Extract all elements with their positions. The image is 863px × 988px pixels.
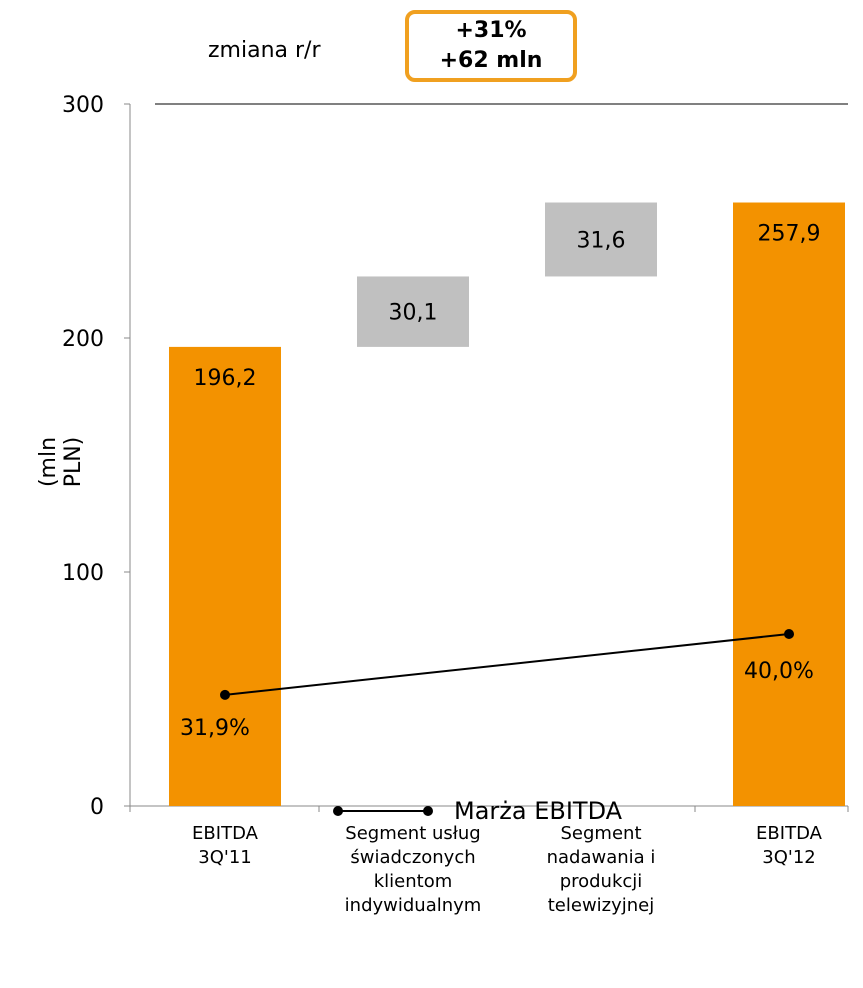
category-label: Segment nadawania i produkcji telewizyjnej <box>511 822 691 918</box>
y-tick-label: 100 <box>62 561 104 586</box>
bar-value-label: 257,9 <box>758 222 821 247</box>
margin-point <box>784 629 794 640</box>
category-label-line: EBITDA <box>756 823 822 844</box>
legend: Marża EBITDA <box>330 791 622 831</box>
bar <box>357 276 469 347</box>
category-label-line: Segment usług <box>345 823 481 844</box>
change-highlight-box: +31% +62 mln <box>405 10 577 82</box>
category-label: EBITDA 3Q'11 <box>135 822 315 870</box>
category-label-line: 3Q'11 <box>198 847 252 868</box>
bar-value-label: 196,2 <box>194 366 257 391</box>
margin-label: 40,0% <box>744 659 814 684</box>
category-label-line: 3Q'12 <box>762 847 816 868</box>
bar <box>169 346 281 806</box>
y-tick-label: 0 <box>90 795 104 820</box>
change-label: zmiana r/r <box>208 38 321 63</box>
bar <box>545 202 657 277</box>
category-label: EBITDA 3Q'12 <box>699 822 863 870</box>
y-tick-label: 200 <box>62 327 104 352</box>
category-label: Segment usług świadczonych klientom indywid… <box>323 822 503 918</box>
change-absolute: +62 mln <box>439 48 543 73</box>
bar-value-label: 31,6 <box>577 228 626 253</box>
legend-line-marker <box>333 806 433 816</box>
bar-value-label: 30,1 <box>389 301 438 326</box>
y-tick-label: 300 <box>62 93 104 118</box>
category-label-line: nadawania i <box>546 847 656 868</box>
category-label-line: klientom <box>373 871 453 892</box>
category-label-line: Segment <box>560 823 642 844</box>
category-label-line: EBITDA <box>192 823 258 844</box>
category-label-line: telewizyjnej <box>547 895 655 916</box>
margin-line <box>224 633 790 696</box>
change-percent: +31% <box>455 18 527 43</box>
margin-point <box>220 689 230 700</box>
category-label-line: indywidualnym <box>344 895 482 916</box>
category-label-line: świadczonych <box>350 847 476 868</box>
bar <box>733 202 845 806</box>
legend-label: Marża EBITDA <box>454 797 623 825</box>
margin-label: 31,9% <box>180 716 250 741</box>
category-label-line: produkcji <box>559 871 643 892</box>
